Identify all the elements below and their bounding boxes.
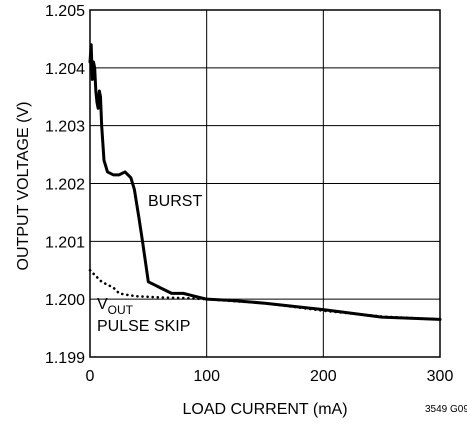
series-line-burst (88, 43, 442, 321)
x-tick-label: 200 (310, 368, 337, 385)
x-axis-label: LOAD CURRENT (mA) (182, 401, 347, 418)
plot-frame (89, 9, 441, 358)
series-line-pulse-skip (88, 268, 442, 321)
x-tick-label: 300 (427, 368, 454, 385)
vout-annotation: VOUT (97, 296, 134, 317)
x-tick-label: 100 (193, 368, 220, 385)
y-tick-label: 1.203 (45, 119, 85, 136)
y-tick-label: 1.200 (45, 292, 85, 309)
y-tick-label: 1.204 (45, 61, 85, 78)
x-tick-label: 0 (86, 368, 95, 385)
y-tick-label: 1.205 (45, 3, 85, 20)
y-tick-labels: 1.199 1.200 1.201 1.202 1.203 1.204 1.205 (45, 3, 85, 367)
y-tick-label: 1.201 (45, 234, 85, 251)
series-layer (88, 43, 442, 321)
vout-subscript: OUT (108, 303, 134, 317)
grid (90, 10, 440, 357)
y-tick-label: 1.202 (45, 177, 85, 194)
y-tick-label: 1.199 (45, 350, 85, 367)
y-axis-label: OUTPUT VOLTAGE (V) (15, 102, 32, 271)
vout-main: V (97, 296, 108, 313)
burst-annotation: BURST (148, 193, 202, 210)
pulse-skip-annotation: PULSE SKIP (97, 318, 190, 335)
figure-code: 3549 G09 (425, 404, 467, 415)
x-tick-labels: 0 100 200 300 (86, 368, 454, 385)
